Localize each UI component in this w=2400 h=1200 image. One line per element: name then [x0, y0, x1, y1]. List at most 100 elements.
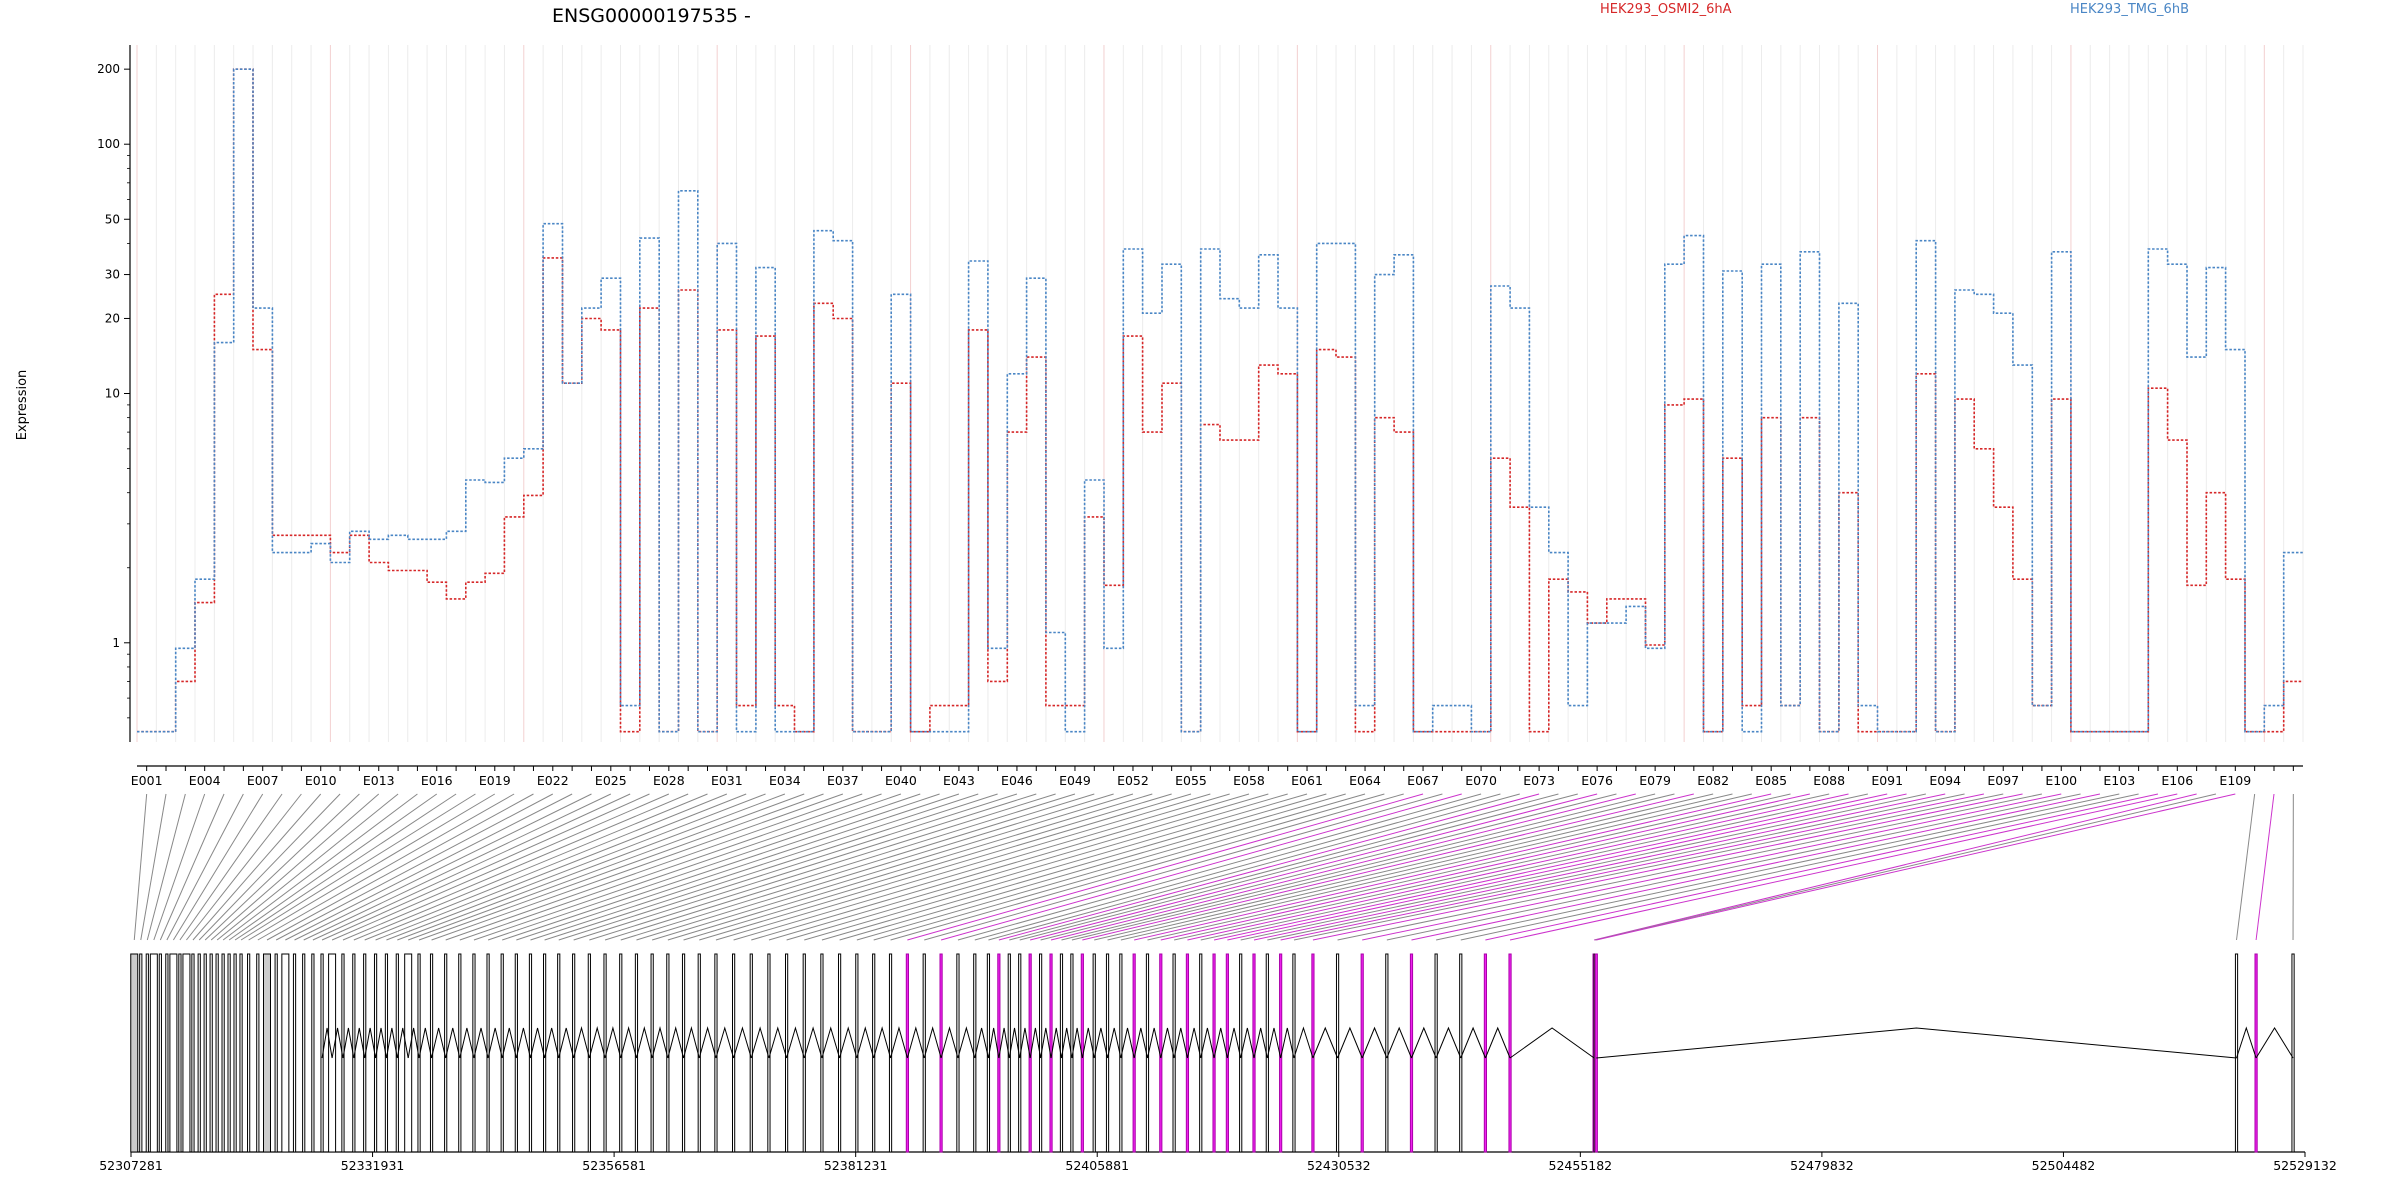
- exon-connector: [1460, 793, 2139, 941]
- exon-box: [169, 953, 178, 1153]
- exon-tick-label: E100: [2045, 773, 2077, 788]
- exon-connector: [890, 793, 1404, 941]
- exon-box: [165, 953, 169, 1153]
- exon-connector: [1082, 793, 1694, 941]
- exon-box: [1508, 953, 1512, 1153]
- exon-connector: [1040, 793, 1617, 941]
- exon-connector: [988, 793, 1520, 941]
- exon-box: [767, 953, 771, 1153]
- exon-tick-label: E106: [2161, 773, 2193, 788]
- exon-tick-label: E055: [1175, 773, 1207, 788]
- exon-box: [292, 953, 297, 1153]
- vertical-grid: [136, 45, 2304, 742]
- exon-connector: [321, 793, 650, 941]
- exon-connector: [172, 793, 264, 941]
- exon-box: [221, 953, 225, 1153]
- genomic-coordinate-axis: 52307281 52331931 52356581 52381231 52405881…: [99, 1152, 2337, 1173]
- y-tick-label: 1: [112, 636, 120, 650]
- exon-box: [247, 953, 251, 1153]
- exon-connector: [266, 793, 534, 941]
- exon-tick-label: E031: [711, 773, 743, 788]
- exon-tick-label: E040: [885, 773, 917, 788]
- intron-line: [1120, 1027, 1135, 1059]
- y-axis-label: Expression: [15, 370, 30, 441]
- intron-line: [1146, 1027, 1162, 1059]
- exon-box: [2254, 953, 2258, 1153]
- exon-tick-label: E028: [653, 773, 685, 788]
- exon-connector: [179, 793, 283, 941]
- legend-entry-tmg: HEK293_TMG_6hB: [2070, 2, 2189, 17]
- exon-box: [587, 953, 591, 1153]
- y-tick-label: 50: [105, 212, 120, 226]
- exon-connector: [159, 793, 225, 941]
- exon-box: [905, 953, 909, 1153]
- exon-connector: [998, 793, 1540, 941]
- exon-connector: [234, 793, 457, 941]
- exon-box: [191, 953, 195, 1153]
- exon-tick-label: E073: [1523, 773, 1555, 788]
- intron-line: [957, 1026, 976, 1059]
- exon-box: [650, 953, 654, 1153]
- exon-box: [239, 953, 243, 1153]
- exon-connector: [487, 793, 921, 941]
- exon-box: [1594, 953, 1598, 1153]
- exon-connector: [1240, 793, 1926, 941]
- exon-box: [149, 953, 158, 1153]
- exon-tick-label: E052: [1117, 773, 1149, 788]
- exon-connector: [1509, 793, 2178, 941]
- coord-tick-label: 52529132: [2273, 1158, 2337, 1173]
- intron-line: [1509, 1027, 1595, 1059]
- exon-connector: [312, 793, 631, 941]
- exon-box: [888, 953, 893, 1153]
- exon-connector: [331, 793, 670, 941]
- exon-connector: [573, 793, 1037, 941]
- exon-box: [749, 953, 753, 1153]
- intron-line: [667, 1026, 685, 1059]
- intron-line: [620, 1026, 637, 1059]
- exon-connector: [589, 793, 1056, 941]
- exon-tick-label: E103: [2103, 773, 2135, 788]
- exon-box: [227, 953, 231, 1153]
- exon-connector: [431, 793, 844, 941]
- exon-box: [820, 953, 824, 1153]
- exon-tick-label: E019: [479, 773, 511, 788]
- series-line: [137, 68, 2303, 733]
- exon-box: [603, 953, 607, 1153]
- exon-connector: [1386, 793, 2081, 941]
- intron-line: [1411, 1026, 1437, 1059]
- intron-line: [331, 1027, 344, 1059]
- exon-connector: [294, 793, 592, 941]
- intron-line: [1071, 1027, 1083, 1059]
- exon-tick-label: E013: [363, 773, 395, 788]
- exon-connector: [620, 793, 1095, 941]
- intron-line: [342, 1027, 355, 1059]
- exon-tick-label: E037: [827, 773, 859, 788]
- exon-connector: [1253, 793, 1946, 941]
- exon-connector: [397, 793, 786, 941]
- exon-connector: [786, 793, 1288, 941]
- exon-box: [922, 953, 926, 1153]
- exon-box: [666, 953, 670, 1153]
- exon-connector: [192, 793, 322, 941]
- exon-connector: [285, 793, 573, 941]
- exon-tick-label: E082: [1697, 773, 1729, 788]
- coord-tick-label: 52405881: [1065, 1158, 1129, 1173]
- intron-line: [385, 1027, 398, 1059]
- exon-box: [697, 953, 701, 1153]
- exon-box: [855, 953, 859, 1153]
- exon-tick-label: E091: [1871, 773, 1903, 788]
- exon-tick-label: E034: [769, 773, 801, 788]
- intron-line: [321, 1027, 333, 1059]
- exon-connector: [418, 793, 824, 941]
- exon-box: [714, 953, 718, 1153]
- exon-connector: [1595, 793, 2217, 941]
- exon-tick-label: E022: [537, 773, 569, 788]
- exon-connector: [558, 793, 1018, 941]
- exon-connector: [353, 793, 708, 941]
- exon-box: [311, 953, 315, 1153]
- exon-box: [2291, 953, 2295, 1153]
- exon-tick-label: E058: [1233, 773, 1265, 788]
- exon-box: [262, 953, 271, 1153]
- exon-box: [139, 953, 143, 1153]
- series-lines: [137, 68, 2303, 733]
